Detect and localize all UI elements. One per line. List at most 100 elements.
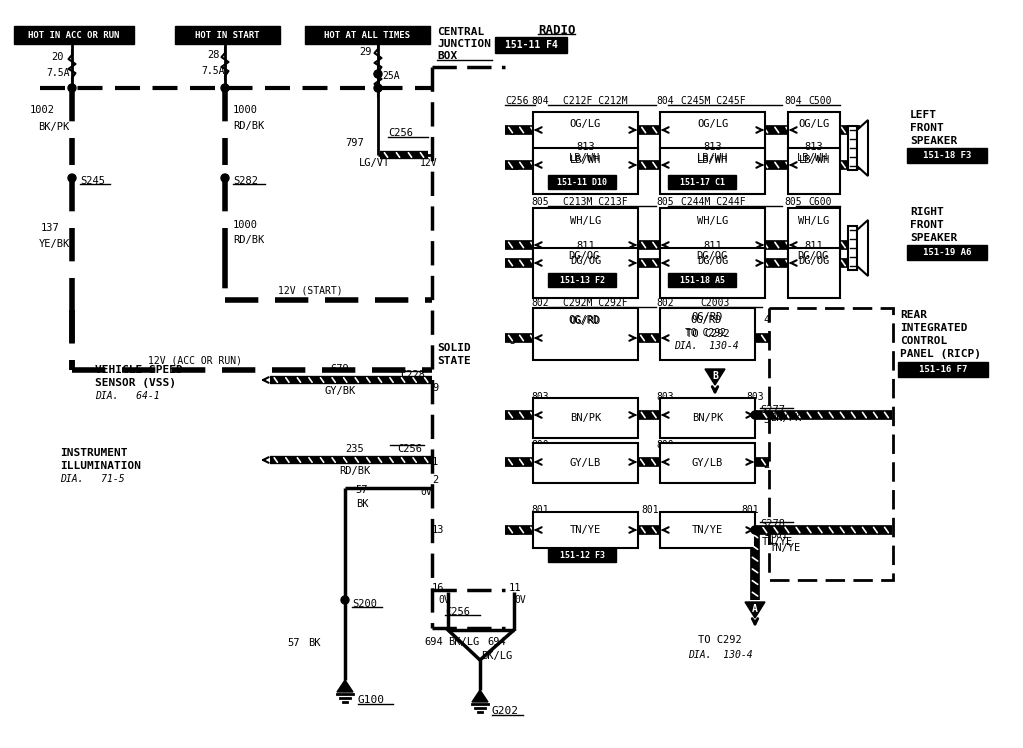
Text: OG/RD: OG/RD [692, 312, 723, 322]
Text: HOT AT ALL TIMES: HOT AT ALL TIMES [324, 31, 410, 40]
Text: 1000: 1000 [233, 105, 258, 115]
Text: 151-19 A6: 151-19 A6 [923, 248, 971, 257]
Text: 137: 137 [41, 223, 59, 233]
Text: OG/RD: OG/RD [570, 316, 602, 326]
Text: C292M C292F: C292M C292F [563, 298, 627, 308]
Text: 12V (ACC OR RUN): 12V (ACC OR RUN) [148, 355, 242, 365]
Text: 803: 803 [531, 392, 548, 402]
Text: SPEAKER: SPEAKER [910, 233, 958, 243]
Bar [907, 148, 987, 163]
Text: S200: S200 [352, 599, 377, 609]
Text: LB/WH: LB/WH [570, 155, 602, 165]
Text: DIA.  130-4: DIA. 130-4 [687, 650, 752, 660]
Text: TN/YE: TN/YE [692, 525, 723, 535]
Text: SENSOR (VSS): SENSOR (VSS) [95, 378, 176, 388]
Text: 804: 804 [785, 96, 802, 106]
Text: 800: 800 [656, 440, 674, 450]
Bar [898, 362, 988, 377]
Text: 6: 6 [509, 412, 516, 422]
Text: 16: 16 [432, 583, 445, 593]
Bar [848, 226, 857, 270]
Text: OG/LG: OG/LG [570, 118, 602, 129]
Text: C2003: C2003 [701, 298, 729, 308]
Bar [660, 248, 765, 298]
Bar [548, 273, 616, 287]
Bar [660, 398, 755, 438]
Text: TO C292: TO C292 [685, 328, 726, 338]
Bar [495, 37, 567, 53]
Text: 803: 803 [656, 392, 674, 402]
Text: PANEL (RICP): PANEL (RICP) [900, 349, 981, 359]
Text: LB/WH: LB/WH [797, 153, 829, 163]
Text: 151-16 F7: 151-16 F7 [919, 365, 967, 374]
Bar [305, 26, 430, 44]
Text: 235: 235 [346, 444, 364, 454]
Text: 694: 694 [425, 637, 443, 647]
Text: ILLUMINATION: ILLUMINATION [60, 461, 141, 471]
Text: LB/WH: LB/WH [697, 155, 728, 165]
Bar [660, 208, 765, 258]
Text: 801: 801 [770, 530, 788, 540]
Text: 9: 9 [432, 383, 438, 393]
Text: BN/PK: BN/PK [692, 413, 723, 423]
Text: C600: C600 [808, 197, 832, 207]
Text: 151-13 F2: 151-13 F2 [560, 275, 605, 284]
Text: STATE: STATE [437, 356, 471, 366]
Text: B: B [712, 371, 718, 381]
Text: REAR: REAR [900, 310, 927, 320]
Text: S245: S245 [80, 176, 105, 186]
Text: RADIO: RADIO [538, 23, 576, 37]
Text: HOT IN START: HOT IN START [195, 31, 260, 40]
Bar [533, 512, 638, 548]
Text: DG/OG: DG/OG [697, 251, 727, 261]
Text: 13: 13 [432, 525, 445, 535]
Text: OG/LG: OG/LG [798, 118, 830, 129]
Text: DG/OG: DG/OG [797, 251, 829, 261]
Polygon shape [472, 690, 488, 702]
Text: TN/YE: TN/YE [762, 537, 793, 547]
Text: DIA.  130-4: DIA. 130-4 [674, 341, 739, 351]
Bar [788, 248, 840, 298]
Text: 811: 811 [805, 241, 824, 251]
Text: TN/YE: TN/YE [570, 525, 602, 535]
Text: FRONT: FRONT [910, 123, 944, 133]
Circle shape [374, 70, 382, 78]
Bar [769, 308, 893, 580]
Circle shape [221, 174, 229, 182]
Text: S278: S278 [760, 519, 785, 529]
Text: G202: G202 [492, 706, 519, 716]
Text: LG/VT: LG/VT [359, 158, 391, 168]
Bar [660, 443, 755, 483]
Circle shape [341, 596, 349, 604]
Text: 801: 801 [742, 505, 759, 515]
Text: S277: S277 [760, 405, 785, 415]
Text: 57: 57 [287, 638, 300, 648]
Bar [533, 112, 638, 158]
Text: RIGHT: RIGHT [910, 207, 944, 217]
Text: 1: 1 [764, 528, 770, 538]
Bar [548, 548, 616, 562]
Text: INSTRUMENT: INSTRUMENT [60, 448, 128, 458]
Text: 8: 8 [509, 260, 516, 270]
Text: C500: C500 [808, 96, 832, 106]
Text: 7.5A: 7.5A [46, 68, 70, 78]
Text: BK/LG: BK/LG [448, 637, 479, 647]
Text: 1002: 1002 [30, 105, 54, 115]
Text: C212F C212M: C212F C212M [563, 96, 627, 106]
Bar [660, 308, 755, 360]
Text: BOX: BOX [437, 51, 457, 61]
Text: C228: C228 [400, 370, 425, 380]
Text: 804: 804 [531, 96, 548, 106]
Text: 12V (START): 12V (START) [277, 285, 343, 295]
Text: WH/LG: WH/LG [697, 215, 728, 225]
Circle shape [751, 411, 759, 419]
Text: WH/LG: WH/LG [798, 215, 830, 225]
Text: 151-17 C1: 151-17 C1 [679, 177, 724, 186]
Text: BN/PK: BN/PK [770, 413, 801, 423]
Bar [668, 273, 736, 287]
Text: 1000: 1000 [233, 220, 258, 230]
Circle shape [68, 84, 76, 92]
Text: WH/LG: WH/LG [570, 215, 602, 225]
Text: 28: 28 [207, 50, 219, 60]
Text: LEFT: LEFT [910, 110, 937, 120]
